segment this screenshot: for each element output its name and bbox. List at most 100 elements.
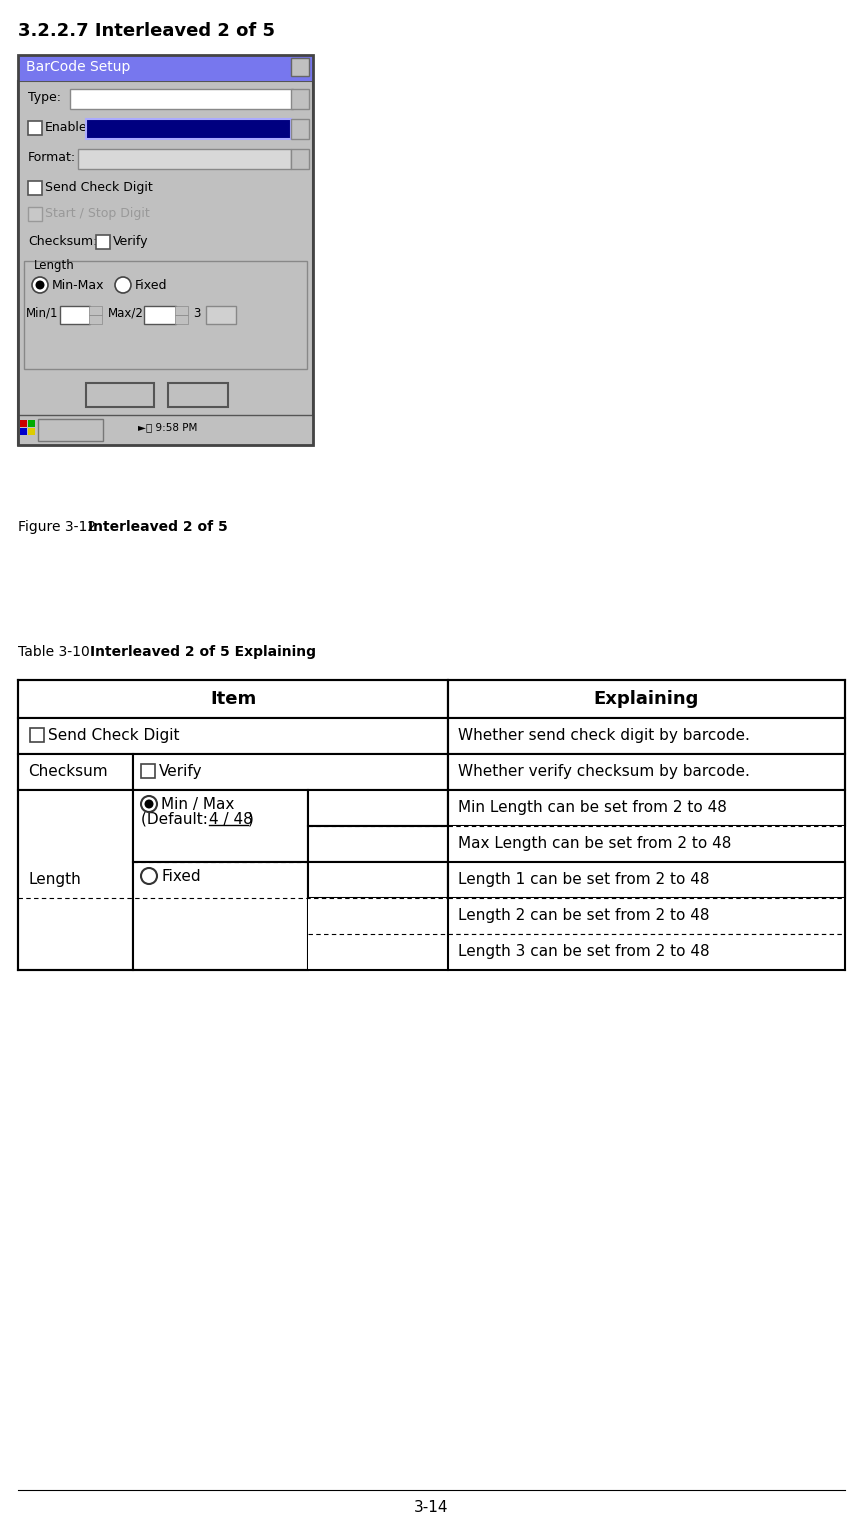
- Text: ▼: ▼: [92, 316, 98, 322]
- Text: 0: 0: [211, 307, 219, 321]
- Text: Item: Item: [210, 690, 256, 708]
- Bar: [291, 58, 309, 76]
- Bar: [18, 681, 448, 718]
- Bar: [28, 207, 42, 220]
- Bar: [291, 149, 309, 169]
- Text: Interleaved 2 of 5: Interleaved 2 of 5: [89, 122, 200, 134]
- Text: 4: 4: [64, 307, 72, 321]
- Text: ✓: ✓: [32, 729, 44, 743]
- Bar: [291, 90, 309, 109]
- Text: Format:: Format:: [28, 150, 76, 164]
- Text: Interleaved 2 of 5 Explaining: Interleaved 2 of 5 Explaining: [90, 646, 316, 659]
- Text: ▼: ▼: [297, 150, 303, 159]
- Bar: [175, 314, 188, 324]
- Text: Whether send check digit by barcode.: Whether send check digit by barcode.: [458, 728, 750, 743]
- Bar: [448, 790, 845, 826]
- Bar: [308, 934, 448, 971]
- Bar: [18, 55, 313, 445]
- Bar: [28, 181, 42, 194]
- Circle shape: [141, 867, 157, 884]
- Text: ▼: ▼: [297, 93, 303, 102]
- Bar: [308, 861, 448, 898]
- Text: Max/2: Max/2: [108, 307, 144, 321]
- Text: Interleaved 2 of 5: Interleaved 2 of 5: [88, 519, 228, 535]
- Text: Min/1: Min/1: [26, 307, 59, 321]
- Bar: [448, 753, 845, 790]
- Text: Default: Default: [97, 387, 143, 399]
- Bar: [448, 861, 845, 898]
- Text: ✓: ✓: [30, 182, 41, 194]
- Bar: [28, 428, 35, 434]
- Text: ▼: ▼: [179, 316, 184, 322]
- Bar: [86, 118, 291, 140]
- Text: BarCode Setup: BarCode Setup: [26, 59, 130, 74]
- Text: Verify: Verify: [159, 764, 203, 779]
- Text: Send Check Digit: Send Check Digit: [48, 728, 180, 743]
- Bar: [38, 419, 103, 441]
- Circle shape: [32, 276, 48, 293]
- Text: ▲: ▲: [179, 307, 184, 313]
- Bar: [28, 419, 35, 427]
- Bar: [308, 790, 448, 826]
- Circle shape: [35, 281, 45, 290]
- Bar: [448, 934, 845, 971]
- Bar: [28, 122, 42, 135]
- Bar: [18, 753, 133, 790]
- Text: Send Check Digit: Send Check Digit: [45, 181, 153, 194]
- Text: Checksum: Checksum: [28, 764, 108, 779]
- Bar: [86, 383, 154, 407]
- Text: Fixed: Fixed: [161, 869, 200, 884]
- Bar: [18, 415, 313, 445]
- Bar: [18, 81, 313, 445]
- Bar: [96, 235, 110, 249]
- Bar: [70, 90, 293, 109]
- Bar: [168, 383, 228, 407]
- Text: Length: Length: [28, 872, 81, 887]
- Bar: [448, 898, 845, 934]
- Circle shape: [144, 799, 154, 808]
- Text: A.Numeric-only Barcodes: A.Numeric-only Barcodes: [73, 91, 222, 103]
- Text: Length 1 can be set from 2 to 48: Length 1 can be set from 2 to 48: [458, 872, 709, 887]
- Text: Min Length can be set from 2 to 48: Min Length can be set from 2 to 48: [458, 801, 727, 816]
- Text: Fixed: Fixed: [135, 279, 167, 292]
- Text: Start / Stop Digit: Start / Stop Digit: [45, 207, 150, 220]
- Text: BarCode ...: BarCode ...: [42, 422, 100, 431]
- Text: Enable: Enable: [45, 122, 88, 134]
- Bar: [141, 764, 155, 778]
- Text: 3-14: 3-14: [413, 1499, 448, 1514]
- Text: Length 2 can be set from 2 to 48: Length 2 can be set from 2 to 48: [458, 908, 709, 924]
- Text: Apply: Apply: [180, 387, 216, 399]
- Bar: [60, 305, 90, 324]
- Text: Max Length can be set from 2 to 48: Max Length can be set from 2 to 48: [458, 835, 731, 851]
- Text: ): ): [248, 813, 254, 826]
- Bar: [89, 305, 102, 314]
- Text: Whether verify checksum by barcode.: Whether verify checksum by barcode.: [458, 764, 750, 779]
- Text: Type:: Type:: [28, 91, 61, 103]
- Text: Explaining: Explaining: [594, 690, 699, 708]
- Bar: [18, 718, 448, 753]
- Bar: [18, 55, 313, 81]
- Bar: [291, 118, 309, 140]
- Bar: [89, 314, 102, 324]
- Bar: [133, 861, 308, 971]
- Bar: [448, 681, 845, 718]
- Text: Checksum:: Checksum:: [28, 235, 98, 248]
- Bar: [448, 826, 845, 861]
- Bar: [20, 419, 27, 427]
- Text: 3.2.2.7 Interleaved 2 of 5: 3.2.2.7 Interleaved 2 of 5: [18, 21, 275, 39]
- Bar: [206, 305, 236, 324]
- Text: Table 3-10: Table 3-10: [18, 646, 94, 659]
- Bar: [24, 261, 307, 369]
- Text: Figure 3-12: Figure 3-12: [18, 519, 100, 535]
- Bar: [144, 305, 176, 324]
- Bar: [18, 790, 133, 971]
- Text: ►❌ 9:58 PM: ►❌ 9:58 PM: [138, 422, 198, 431]
- Bar: [175, 305, 188, 314]
- Text: Length 3 can be set from 2 to 48: Length 3 can be set from 2 to 48: [458, 943, 709, 958]
- Text: (Default:: (Default:: [141, 813, 213, 826]
- Text: 3: 3: [193, 307, 200, 321]
- Text: ✓: ✓: [30, 122, 41, 135]
- Text: 4 / 48: 4 / 48: [209, 813, 253, 826]
- Text: Length: Length: [34, 260, 75, 272]
- Bar: [308, 826, 448, 861]
